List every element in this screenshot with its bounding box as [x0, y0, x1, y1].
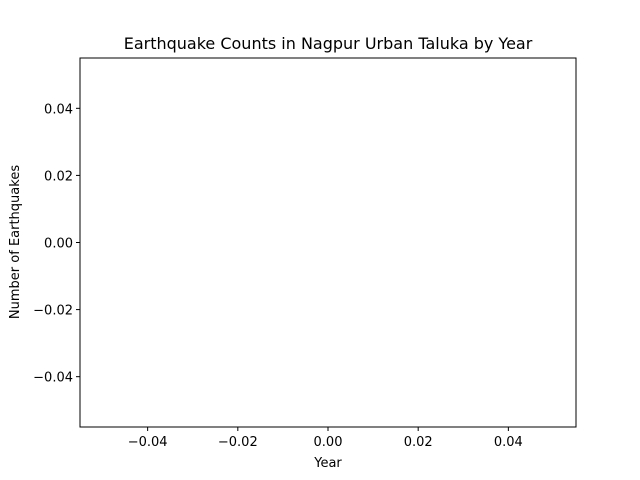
- x-axis-label: Year: [313, 456, 342, 471]
- y-tick-label: −0.04: [33, 371, 73, 386]
- x-tick-label: 0.02: [404, 435, 433, 450]
- y-axis: −0.04 −0.02 0.00 0.02 0.04: [33, 102, 80, 386]
- x-tick-label: −0.02: [218, 435, 258, 450]
- y-tick-label: 0.00: [44, 237, 73, 252]
- y-tick-label: −0.02: [33, 304, 73, 319]
- x-tick-label: 0.04: [494, 435, 523, 450]
- plot-area: [79, 57, 577, 428]
- y-tick-label: 0.02: [44, 169, 73, 184]
- chart-title: Earthquake Counts in Nagpur Urban Taluka…: [124, 34, 533, 53]
- x-tick-label: −0.04: [128, 435, 168, 450]
- x-axis: −0.04 −0.02 0.00 0.02 0.04: [128, 427, 523, 450]
- y-axis-label: Number of Earthquakes: [8, 165, 23, 319]
- y-tick-label: 0.04: [44, 102, 73, 117]
- x-tick-label: 0.00: [314, 435, 343, 450]
